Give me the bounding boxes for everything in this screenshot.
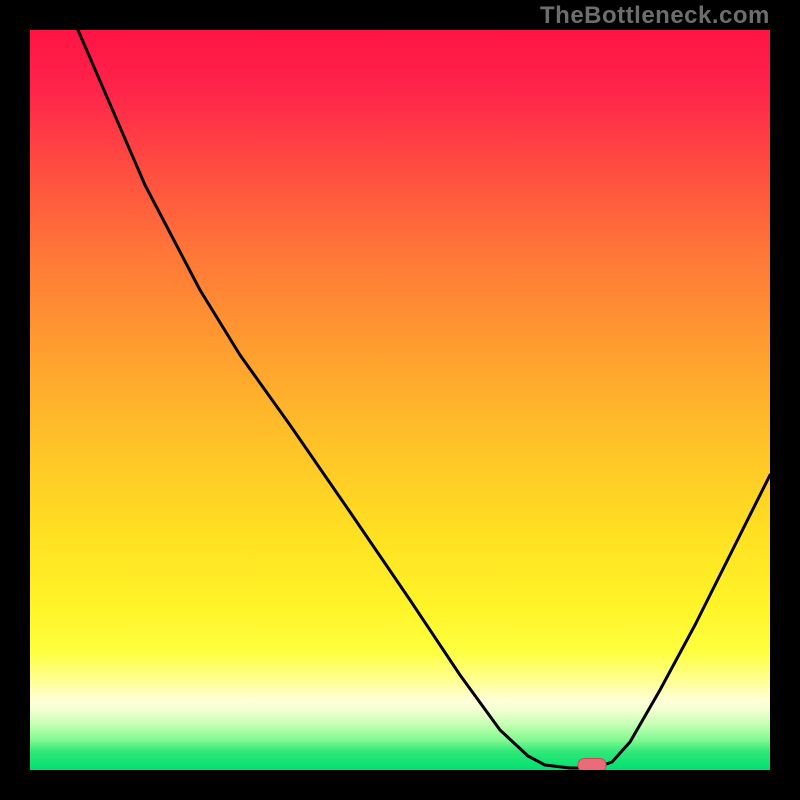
chart-svg <box>30 30 770 770</box>
optimum-marker <box>578 759 606 771</box>
plot-area <box>30 30 770 770</box>
watermark-text: TheBottleneck.com <box>540 2 770 30</box>
chart-background <box>30 30 770 770</box>
